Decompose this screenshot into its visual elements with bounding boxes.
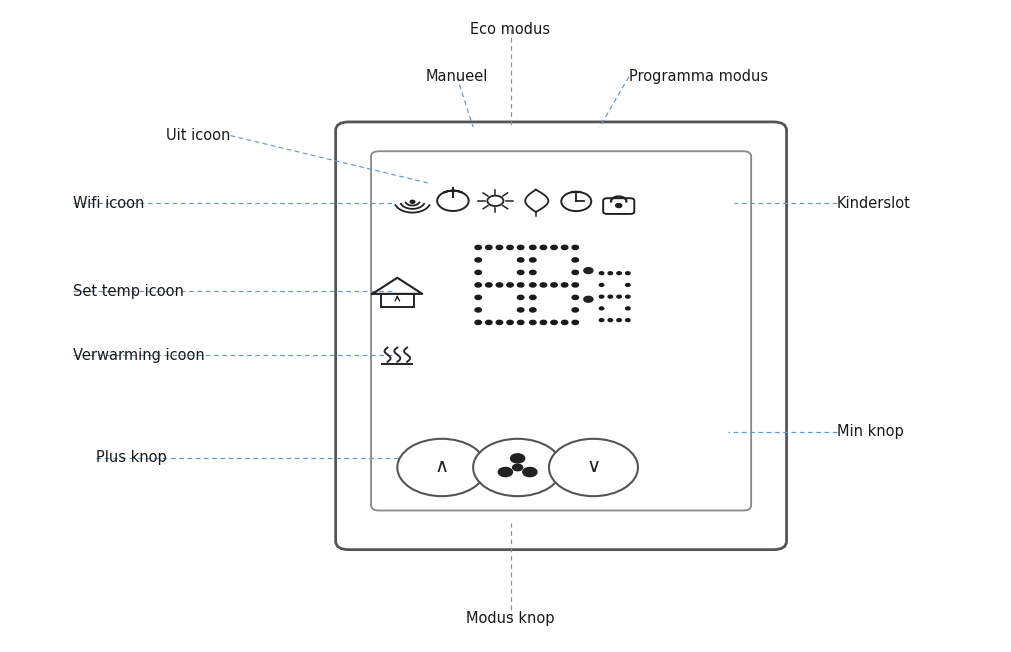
Circle shape [498,467,513,477]
Circle shape [617,295,622,298]
Circle shape [513,464,523,471]
Circle shape [549,439,638,496]
Circle shape [540,320,547,325]
Circle shape [561,320,568,325]
Circle shape [496,245,502,250]
Text: Set temp icoon: Set temp icoon [73,284,184,299]
Circle shape [485,245,492,250]
Circle shape [507,283,514,287]
Circle shape [475,245,481,250]
Circle shape [530,308,536,312]
Text: ∨: ∨ [586,456,601,476]
Circle shape [475,271,481,274]
Circle shape [608,272,613,274]
Circle shape [475,295,481,299]
Circle shape [617,272,622,274]
Text: Kinderslot: Kinderslot [837,196,911,211]
Circle shape [530,320,536,325]
Circle shape [485,283,492,287]
Circle shape [507,320,514,325]
Text: Manueel: Manueel [426,69,488,85]
Text: Programma modus: Programma modus [629,69,768,85]
Circle shape [600,295,604,298]
Circle shape [572,320,578,325]
Circle shape [572,308,578,312]
Circle shape [600,272,604,274]
Circle shape [583,296,592,303]
FancyBboxPatch shape [336,122,787,550]
Circle shape [626,319,630,321]
Circle shape [518,320,524,325]
Circle shape [626,272,630,274]
Circle shape [626,295,630,298]
Circle shape [551,283,557,287]
Circle shape [485,320,492,325]
Circle shape [397,439,486,496]
Circle shape [600,284,604,286]
Circle shape [518,258,524,262]
Text: Wifi icoon: Wifi icoon [73,196,145,211]
Text: Plus knop: Plus knop [96,450,167,466]
Circle shape [561,245,568,250]
Text: Verwarming icoon: Verwarming icoon [73,348,204,363]
Text: ∧: ∧ [435,456,449,476]
Circle shape [561,283,568,287]
Circle shape [475,258,481,262]
Circle shape [530,283,536,287]
FancyBboxPatch shape [371,151,751,511]
Circle shape [530,295,536,299]
Circle shape [617,319,622,321]
Circle shape [473,439,562,496]
Circle shape [496,283,502,287]
Text: Min knop: Min knop [837,424,904,439]
Circle shape [410,200,415,203]
Circle shape [626,307,630,310]
Circle shape [600,307,604,310]
Circle shape [551,320,557,325]
Circle shape [475,320,481,325]
Circle shape [530,258,536,262]
Circle shape [475,308,481,312]
Circle shape [475,283,481,287]
Circle shape [572,245,578,250]
Circle shape [600,319,604,321]
Circle shape [583,267,592,274]
Circle shape [518,271,524,274]
Circle shape [572,258,578,262]
Circle shape [518,283,524,287]
Circle shape [572,295,578,299]
Circle shape [530,271,536,274]
Circle shape [518,295,524,299]
Circle shape [518,245,524,250]
FancyBboxPatch shape [381,293,413,307]
Circle shape [518,308,524,312]
Circle shape [551,245,557,250]
Text: Eco modus: Eco modus [470,22,551,37]
Circle shape [608,295,613,298]
Circle shape [511,454,525,463]
Circle shape [616,203,622,207]
Circle shape [496,320,502,325]
FancyBboxPatch shape [604,198,634,214]
Circle shape [523,467,537,477]
Circle shape [507,245,514,250]
Circle shape [530,245,536,250]
Text: Uit icoon: Uit icoon [166,128,231,143]
Text: Modus knop: Modus knop [466,610,555,626]
Circle shape [572,283,578,287]
Circle shape [608,319,613,321]
Circle shape [540,245,547,250]
Circle shape [572,271,578,274]
Circle shape [540,283,547,287]
Circle shape [626,284,630,286]
